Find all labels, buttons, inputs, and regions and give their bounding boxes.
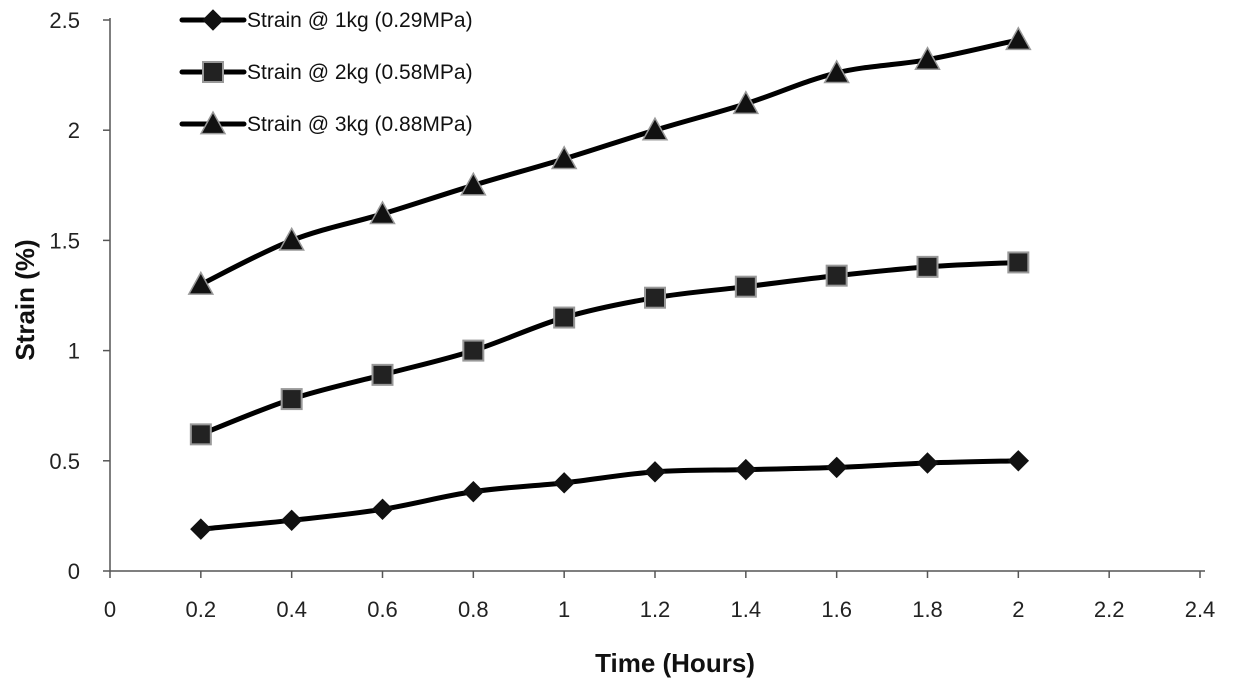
y-tick-label: 0.5 bbox=[49, 449, 80, 474]
legend-marker-triangle bbox=[199, 110, 227, 135]
data-point-diamond bbox=[644, 461, 666, 483]
legend-marker-diamond bbox=[202, 9, 224, 31]
data-point-square bbox=[280, 388, 303, 411]
legend-label: Strain @ 3kg (0.88MPa) bbox=[247, 113, 473, 136]
x-tick-label: 1 bbox=[558, 597, 570, 622]
x-tick-label: 2.4 bbox=[1185, 597, 1216, 622]
data-point-diamond bbox=[553, 472, 575, 494]
legend-label: Strain @ 2kg (0.58MPa) bbox=[247, 61, 473, 84]
data-point-diamond bbox=[825, 456, 848, 479]
x-tick-label: 2 bbox=[1012, 597, 1024, 622]
data-point-diamond bbox=[190, 518, 212, 540]
data-point-square bbox=[189, 423, 212, 446]
data-point-triangle bbox=[641, 116, 669, 141]
data-point-triangle bbox=[460, 171, 487, 196]
y-tick-label: 2.5 bbox=[49, 8, 80, 33]
series-line bbox=[198, 37, 1021, 287]
y-tick-labels: 0 0.5 1 1.5 2 2.5 bbox=[49, 8, 80, 584]
x-tick-labels: 0 0.2 0.4 0.6 0.8 1 1.2 1.4 1.6 1.8 2 2.2 2.4 bbox=[104, 597, 1215, 622]
x-tick-label: 2.2 bbox=[1094, 597, 1125, 622]
series-2 bbox=[189, 251, 1030, 446]
x-tick-label: 1.2 bbox=[640, 597, 671, 622]
legend-item: Strain @ 2kg (0.58MPa) bbox=[179, 61, 473, 84]
x-tick-label: 1.8 bbox=[912, 597, 943, 622]
data-point-diamond bbox=[1007, 450, 1030, 472]
x-tick-label: 0.4 bbox=[276, 597, 307, 622]
series-line bbox=[198, 458, 1021, 532]
data-point-square bbox=[734, 275, 757, 298]
legend-marker-square bbox=[202, 61, 224, 83]
legend-item: Strain @ 1kg (0.29MPa) bbox=[179, 9, 473, 32]
legend: Strain @ 1kg (0.29MPa) Strain @ 2kg (0.58… bbox=[179, 9, 473, 136]
series-1 bbox=[190, 450, 1030, 540]
data-point-square bbox=[644, 286, 666, 309]
legend-item: Strain @ 3kg (0.88MPa) bbox=[179, 110, 473, 136]
x-tick-label: 0.8 bbox=[458, 597, 489, 622]
data-point-diamond bbox=[280, 509, 303, 532]
data-point-triangle bbox=[914, 46, 941, 71]
x-tick-label: 1.6 bbox=[821, 597, 852, 622]
legend-label: Strain @ 1kg (0.29MPa) bbox=[247, 9, 473, 32]
data-point-diamond bbox=[916, 452, 939, 474]
y-tick-label: 2 bbox=[68, 118, 80, 143]
data-point-square bbox=[825, 264, 848, 287]
data-point-triangle bbox=[278, 226, 305, 251]
data-point-triangle bbox=[187, 270, 215, 295]
y-tick-label: 1 bbox=[68, 339, 80, 364]
data-point-square bbox=[916, 255, 939, 278]
data-point-triangle bbox=[732, 90, 760, 115]
data-point-diamond bbox=[735, 458, 757, 481]
series-3 bbox=[187, 26, 1032, 295]
data-point-diamond bbox=[462, 480, 485, 503]
data-point-square bbox=[462, 339, 485, 362]
x-tick-label: 0 bbox=[104, 597, 116, 622]
data-point-diamond bbox=[371, 498, 394, 520]
data-point-triangle bbox=[823, 59, 850, 84]
x-tick-label: 0.6 bbox=[367, 597, 398, 622]
y-tick-label: 0 bbox=[68, 559, 80, 584]
x-axis-title: Time (Hours) bbox=[595, 648, 755, 678]
axes bbox=[103, 18, 1205, 578]
data-point-triangle bbox=[369, 200, 396, 225]
series-layer bbox=[187, 26, 1032, 540]
data-point-square bbox=[371, 363, 394, 386]
data-point-square bbox=[553, 306, 576, 329]
x-tick-label: 1.4 bbox=[731, 597, 762, 622]
y-tick-label: 1.5 bbox=[49, 228, 80, 253]
data-point-triangle bbox=[550, 145, 578, 170]
y-axis-title: Strain (%) bbox=[10, 239, 40, 360]
data-point-square bbox=[1007, 251, 1030, 274]
series-line bbox=[198, 259, 1021, 437]
x-tick-label: 0.2 bbox=[186, 597, 217, 622]
data-point-triangle bbox=[1005, 26, 1032, 51]
